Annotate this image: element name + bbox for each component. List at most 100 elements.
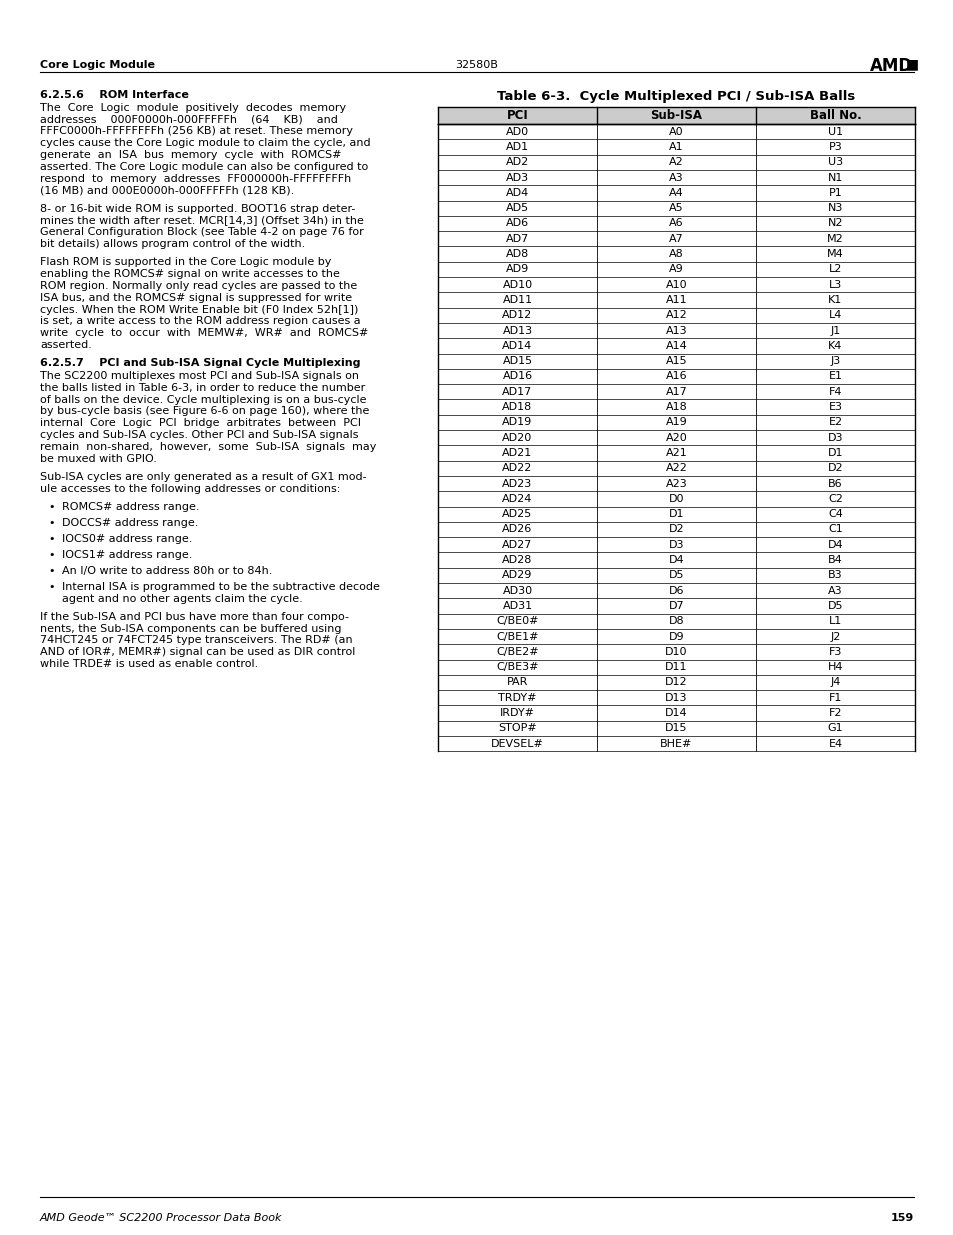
Text: ROMCS# address range.: ROMCS# address range. <box>62 503 199 513</box>
Text: D4: D4 <box>668 555 683 566</box>
Text: M4: M4 <box>826 249 843 259</box>
Text: PCI: PCI <box>506 109 528 122</box>
Text: AMD: AMD <box>869 57 912 75</box>
Text: L1: L1 <box>828 616 841 626</box>
Text: agent and no other agents claim the cycle.: agent and no other agents claim the cycl… <box>62 594 302 604</box>
Text: AD1: AD1 <box>505 142 529 152</box>
Text: AD3: AD3 <box>505 173 529 183</box>
Text: AD9: AD9 <box>505 264 529 274</box>
Text: J3: J3 <box>829 356 840 366</box>
Text: AD11: AD11 <box>502 295 532 305</box>
Text: asserted. The Core Logic module can also be configured to: asserted. The Core Logic module can also… <box>40 162 368 172</box>
Text: AD22: AD22 <box>502 463 532 473</box>
Text: A3: A3 <box>668 173 683 183</box>
Text: D1: D1 <box>827 448 842 458</box>
Text: A17: A17 <box>665 387 687 396</box>
Text: AD23: AD23 <box>502 478 532 489</box>
Text: •: • <box>48 550 54 559</box>
Text: Ball No.: Ball No. <box>809 109 861 122</box>
Text: D3: D3 <box>668 540 683 550</box>
Text: 8- or 16-bit wide ROM is supported. BOOT16 strap deter-: 8- or 16-bit wide ROM is supported. BOOT… <box>40 204 355 214</box>
Text: mines the width after reset. MCR[14,3] (Offset 34h) in the: mines the width after reset. MCR[14,3] (… <box>40 215 363 226</box>
Text: AD2: AD2 <box>505 157 529 167</box>
Text: B3: B3 <box>827 571 841 580</box>
Text: by bus-cycle basis (see Figure 6-6 on page 160), where the: by bus-cycle basis (see Figure 6-6 on pa… <box>40 406 369 416</box>
Text: Sub-ISA cycles are only generated as a result of GX1 mod-: Sub-ISA cycles are only generated as a r… <box>40 472 366 482</box>
Text: A9: A9 <box>668 264 683 274</box>
Text: of balls on the device. Cycle multiplexing is on a bus-cycle: of balls on the device. Cycle multiplexi… <box>40 395 366 405</box>
Text: D0: D0 <box>668 494 683 504</box>
Text: respond  to  memory  addresses  FF000000h-FFFFFFFFh: respond to memory addresses FF000000h-FF… <box>40 174 351 184</box>
Text: A11: A11 <box>665 295 686 305</box>
Text: AD24: AD24 <box>502 494 532 504</box>
Text: AD28: AD28 <box>502 555 532 566</box>
Text: D2: D2 <box>668 525 683 535</box>
Text: D4: D4 <box>827 540 842 550</box>
Text: D10: D10 <box>664 647 687 657</box>
Text: A8: A8 <box>668 249 683 259</box>
Text: AD27: AD27 <box>502 540 532 550</box>
Text: A18: A18 <box>665 403 687 412</box>
Text: IRDY#: IRDY# <box>499 708 535 718</box>
Text: F1: F1 <box>828 693 841 703</box>
Text: C/BE2#: C/BE2# <box>496 647 538 657</box>
Text: M2: M2 <box>826 233 843 243</box>
Text: A14: A14 <box>665 341 687 351</box>
Text: ISA bus, and the ROMCS# signal is suppressed for write: ISA bus, and the ROMCS# signal is suppre… <box>40 293 352 303</box>
Text: A6: A6 <box>668 219 683 228</box>
Text: A5: A5 <box>668 203 683 214</box>
Text: E2: E2 <box>827 417 841 427</box>
Text: cycles and Sub-ISA cycles. Other PCI and Sub-ISA signals: cycles and Sub-ISA cycles. Other PCI and… <box>40 430 358 440</box>
Text: D1: D1 <box>668 509 683 519</box>
Text: AD21: AD21 <box>502 448 532 458</box>
Text: STOP#: STOP# <box>497 724 537 734</box>
Text: D12: D12 <box>664 678 687 688</box>
Text: 6.2.5.6    ROM Interface: 6.2.5.6 ROM Interface <box>40 90 189 100</box>
Text: A16: A16 <box>665 372 686 382</box>
Text: A4: A4 <box>668 188 683 198</box>
Text: D14: D14 <box>664 708 687 718</box>
Text: A20: A20 <box>665 432 687 442</box>
Text: AD15: AD15 <box>502 356 532 366</box>
Text: G1: G1 <box>827 724 842 734</box>
Text: K1: K1 <box>827 295 841 305</box>
Text: Core Logic Module: Core Logic Module <box>40 61 154 70</box>
Text: P3: P3 <box>828 142 841 152</box>
Text: L2: L2 <box>828 264 841 274</box>
Text: C/BE3#: C/BE3# <box>496 662 538 672</box>
Text: (16 MB) and 000E0000h-000FFFFFh (128 KB).: (16 MB) and 000E0000h-000FFFFFh (128 KB)… <box>40 185 294 195</box>
Text: AD12: AD12 <box>502 310 532 320</box>
Text: A19: A19 <box>665 417 687 427</box>
Text: D13: D13 <box>664 693 687 703</box>
Text: AD13: AD13 <box>502 326 532 336</box>
Text: AD6: AD6 <box>505 219 529 228</box>
Text: 6.2.5.7    PCI and Sub-ISA Signal Cycle Multiplexing: 6.2.5.7 PCI and Sub-ISA Signal Cycle Mul… <box>40 358 360 368</box>
Text: AD8: AD8 <box>505 249 529 259</box>
Text: D15: D15 <box>664 724 687 734</box>
Text: A13: A13 <box>665 326 686 336</box>
Text: AD29: AD29 <box>502 571 532 580</box>
Text: If the Sub-ISA and PCI bus have more than four compo-: If the Sub-ISA and PCI bus have more tha… <box>40 611 349 621</box>
Text: AD25: AD25 <box>502 509 532 519</box>
Text: P1: P1 <box>828 188 841 198</box>
Text: generate  an  ISA  bus  memory  cycle  with  ROMCS#: generate an ISA bus memory cycle with RO… <box>40 149 341 161</box>
Text: be muxed with GPIO.: be muxed with GPIO. <box>40 453 156 463</box>
Text: PAR: PAR <box>506 678 528 688</box>
Text: DEVSEL#: DEVSEL# <box>491 739 543 748</box>
Text: addresses    000F0000h-000FFFFFh    (64    KB)    and: addresses 000F0000h-000FFFFFh (64 KB) an… <box>40 115 337 125</box>
Text: F3: F3 <box>828 647 841 657</box>
Text: ROM region. Normally only read cycles are passed to the: ROM region. Normally only read cycles ar… <box>40 282 356 291</box>
Text: AD26: AD26 <box>502 525 532 535</box>
Text: A10: A10 <box>665 279 686 290</box>
Text: L3: L3 <box>828 279 841 290</box>
Text: AD0: AD0 <box>505 127 529 137</box>
Text: •: • <box>48 534 54 543</box>
Text: A7: A7 <box>668 233 683 243</box>
Text: AD4: AD4 <box>505 188 529 198</box>
Text: A1: A1 <box>668 142 683 152</box>
Text: remain  non-shared,  however,  some  Sub-ISA  signals  may: remain non-shared, however, some Sub-ISA… <box>40 442 376 452</box>
Text: is set, a write access to the ROM address region causes a: is set, a write access to the ROM addres… <box>40 316 360 326</box>
Text: ■: ■ <box>905 57 918 70</box>
Text: The  Core  Logic  module  positively  decodes  memory: The Core Logic module positively decodes… <box>40 103 346 112</box>
Text: F2: F2 <box>828 708 841 718</box>
